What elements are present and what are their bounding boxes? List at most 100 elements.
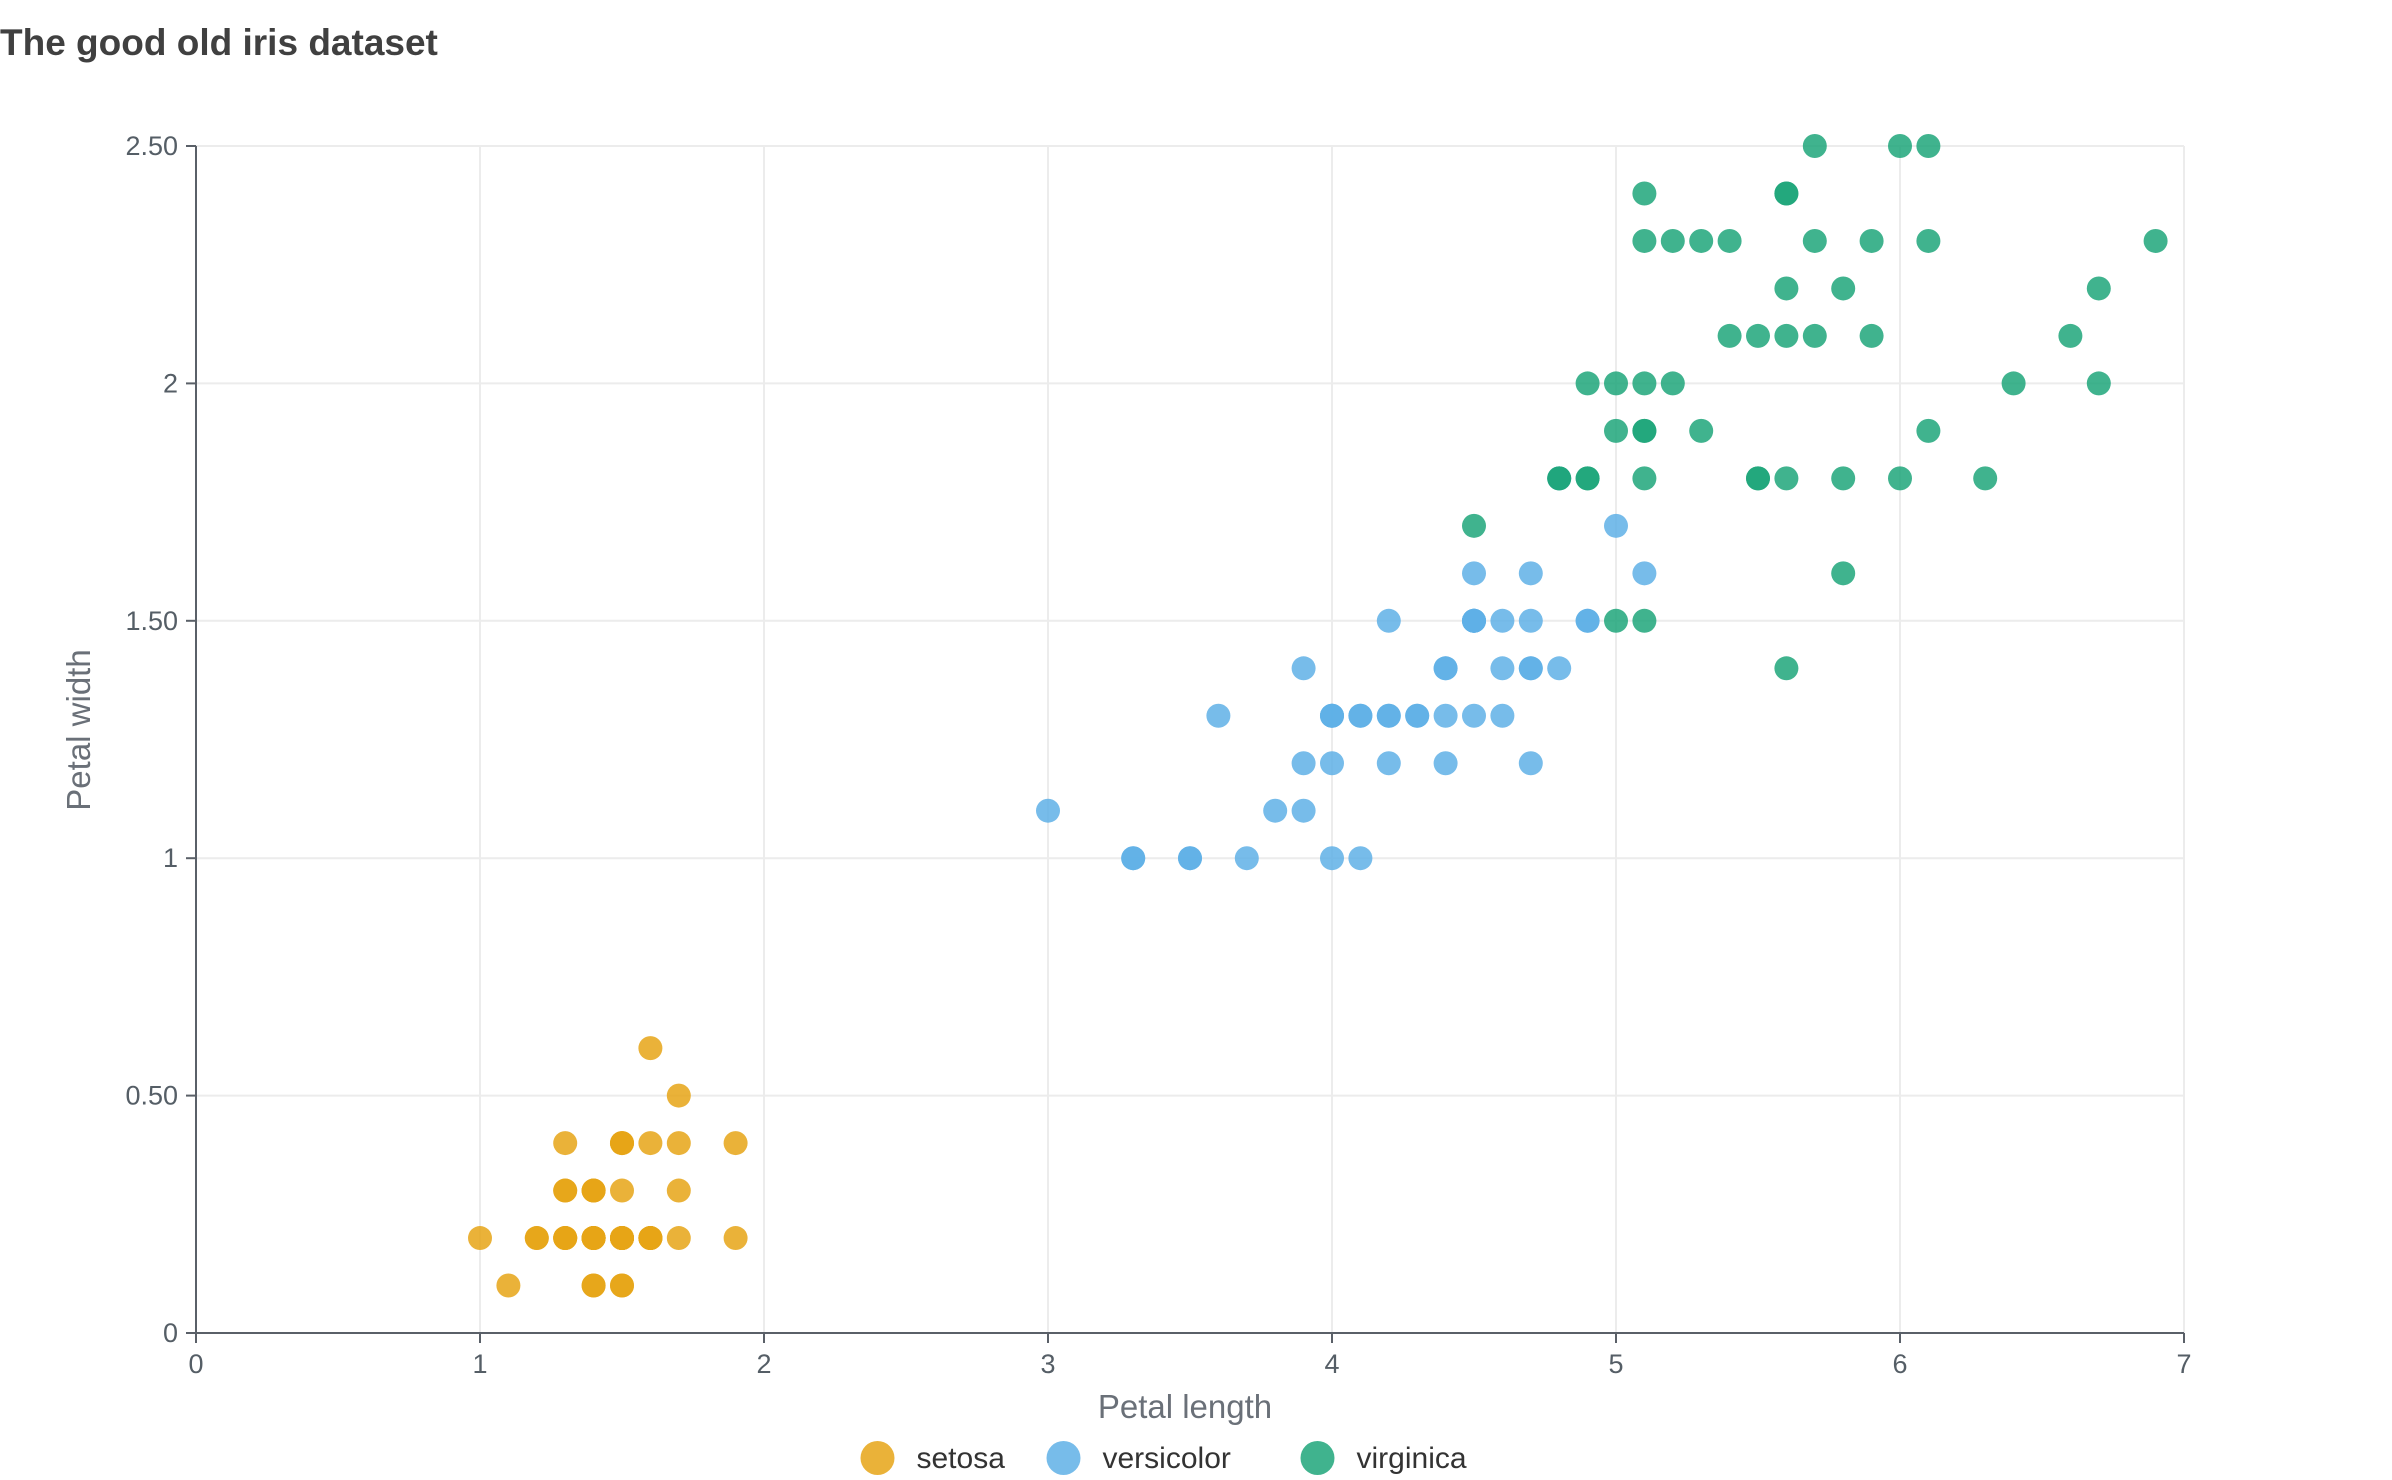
data-point-setosa[interactable] bbox=[553, 1131, 578, 1156]
data-point-versicolor[interactable] bbox=[1405, 703, 1430, 728]
data-point-versicolor[interactable] bbox=[1376, 751, 1401, 776]
data-point-virginica[interactable] bbox=[1632, 181, 1657, 206]
data-point-versicolor[interactable] bbox=[1433, 751, 1458, 776]
data-point-versicolor[interactable] bbox=[1632, 561, 1657, 586]
data-point-versicolor[interactable] bbox=[1575, 608, 1600, 633]
data-point-setosa[interactable] bbox=[468, 1226, 492, 1251]
data-point-virginica[interactable] bbox=[1660, 371, 1685, 396]
data-point-versicolor[interactable] bbox=[1320, 751, 1344, 776]
data-point-virginica[interactable] bbox=[1802, 323, 1827, 348]
data-point-versicolor[interactable] bbox=[1433, 656, 1458, 681]
data-point-virginica[interactable] bbox=[1575, 371, 1600, 396]
data-point-versicolor[interactable] bbox=[1291, 656, 1316, 681]
data-point-virginica[interactable] bbox=[1916, 134, 1941, 158]
data-point-versicolor[interactable] bbox=[1462, 561, 1486, 586]
data-point-virginica[interactable] bbox=[1604, 418, 1628, 443]
legend-item-virginica[interactable]: virginica bbox=[1300, 1441, 1467, 1475]
data-point-setosa[interactable] bbox=[666, 1083, 691, 1108]
data-point-virginica[interactable] bbox=[1888, 134, 1912, 158]
data-point-virginica[interactable] bbox=[1831, 561, 1856, 586]
data-point-virginica[interactable] bbox=[1717, 323, 1742, 348]
data-point-virginica[interactable] bbox=[1462, 513, 1486, 538]
data-point-versicolor[interactable] bbox=[1604, 513, 1628, 538]
data-point-versicolor[interactable] bbox=[1206, 703, 1231, 728]
data-point-versicolor[interactable] bbox=[1433, 703, 1458, 728]
data-point-virginica[interactable] bbox=[2001, 371, 2026, 396]
data-point-virginica[interactable] bbox=[1632, 608, 1657, 633]
data-point-versicolor[interactable] bbox=[1291, 751, 1316, 776]
data-point-virginica[interactable] bbox=[1632, 466, 1657, 491]
data-point-virginica[interactable] bbox=[1717, 228, 1742, 253]
data-point-versicolor[interactable] bbox=[1320, 846, 1344, 871]
data-point-versicolor[interactable] bbox=[1462, 703, 1486, 728]
data-point-virginica[interactable] bbox=[1746, 466, 1770, 491]
data-point-setosa[interactable] bbox=[638, 1226, 663, 1251]
data-point-setosa[interactable] bbox=[723, 1131, 748, 1156]
data-point-virginica[interactable] bbox=[1604, 608, 1628, 633]
data-point-versicolor[interactable] bbox=[1490, 703, 1515, 728]
data-point-setosa[interactable] bbox=[581, 1273, 606, 1298]
data-point-versicolor[interactable] bbox=[1121, 846, 1146, 871]
data-point-setosa[interactable] bbox=[553, 1178, 578, 1203]
data-point-virginica[interactable] bbox=[1660, 228, 1685, 253]
data-point-virginica[interactable] bbox=[1774, 181, 1799, 206]
data-point-versicolor[interactable] bbox=[1348, 846, 1373, 871]
data-point-virginica[interactable] bbox=[2058, 323, 2083, 348]
data-point-versicolor[interactable] bbox=[1178, 846, 1202, 871]
data-point-virginica[interactable] bbox=[1689, 228, 1714, 253]
data-point-versicolor[interactable] bbox=[1263, 798, 1288, 823]
data-point-virginica[interactable] bbox=[1973, 466, 1998, 491]
data-point-setosa[interactable] bbox=[610, 1226, 634, 1251]
data-point-virginica[interactable] bbox=[1774, 466, 1799, 491]
data-point-virginica[interactable] bbox=[1632, 371, 1657, 396]
data-point-virginica[interactable] bbox=[1888, 466, 1912, 491]
data-point-setosa[interactable] bbox=[610, 1273, 634, 1298]
data-point-virginica[interactable] bbox=[1774, 276, 1799, 301]
data-point-setosa[interactable] bbox=[581, 1178, 606, 1203]
data-point-virginica[interactable] bbox=[1632, 418, 1657, 443]
data-point-setosa[interactable] bbox=[524, 1226, 549, 1251]
data-point-virginica[interactable] bbox=[2086, 276, 2111, 301]
data-point-setosa[interactable] bbox=[610, 1178, 634, 1203]
data-point-setosa[interactable] bbox=[496, 1273, 521, 1298]
data-point-setosa[interactable] bbox=[581, 1226, 606, 1251]
data-point-virginica[interactable] bbox=[1802, 134, 1827, 158]
data-point-virginica[interactable] bbox=[1774, 656, 1799, 681]
data-point-versicolor[interactable] bbox=[1518, 608, 1543, 633]
data-point-virginica[interactable] bbox=[1746, 323, 1770, 348]
data-point-setosa[interactable] bbox=[553, 1226, 578, 1251]
data-point-setosa[interactable] bbox=[610, 1131, 634, 1156]
data-point-versicolor[interactable] bbox=[1234, 846, 1259, 871]
legend[interactable]: setosa versicolor virginica bbox=[860, 1441, 1467, 1475]
data-point-versicolor[interactable] bbox=[1518, 656, 1543, 681]
data-point-virginica[interactable] bbox=[1575, 466, 1600, 491]
data-point-versicolor[interactable] bbox=[1518, 561, 1543, 586]
data-point-virginica[interactable] bbox=[1831, 276, 1856, 301]
data-point-versicolor[interactable] bbox=[1376, 608, 1401, 633]
data-point-setosa[interactable] bbox=[666, 1178, 691, 1203]
data-point-setosa[interactable] bbox=[666, 1226, 691, 1251]
data-point-virginica[interactable] bbox=[1916, 228, 1941, 253]
data-point-setosa[interactable] bbox=[638, 1036, 663, 1061]
data-point-versicolor[interactable] bbox=[1291, 798, 1316, 823]
data-point-virginica[interactable] bbox=[1604, 371, 1628, 396]
data-point-virginica[interactable] bbox=[2086, 371, 2111, 396]
data-point-virginica[interactable] bbox=[1689, 418, 1714, 443]
data-point-versicolor[interactable] bbox=[1490, 608, 1515, 633]
data-point-virginica[interactable] bbox=[1916, 418, 1941, 443]
data-point-versicolor[interactable] bbox=[1547, 656, 1572, 681]
legend-item-setosa[interactable]: setosa bbox=[860, 1441, 1006, 1475]
data-point-versicolor[interactable] bbox=[1518, 751, 1543, 776]
data-point-versicolor[interactable] bbox=[1348, 703, 1373, 728]
data-point-virginica[interactable] bbox=[1547, 466, 1572, 491]
data-point-virginica[interactable] bbox=[2143, 228, 2168, 253]
data-point-versicolor[interactable] bbox=[1490, 656, 1515, 681]
data-point-virginica[interactable] bbox=[1831, 466, 1856, 491]
data-point-versicolor[interactable] bbox=[1036, 798, 1060, 823]
data-point-virginica[interactable] bbox=[1774, 323, 1799, 348]
data-point-virginica[interactable] bbox=[1802, 228, 1827, 253]
data-point-virginica[interactable] bbox=[1632, 228, 1657, 253]
legend-item-versicolor[interactable]: versicolor bbox=[1046, 1441, 1231, 1475]
data-point-versicolor[interactable] bbox=[1376, 703, 1401, 728]
data-point-setosa[interactable] bbox=[666, 1131, 691, 1156]
